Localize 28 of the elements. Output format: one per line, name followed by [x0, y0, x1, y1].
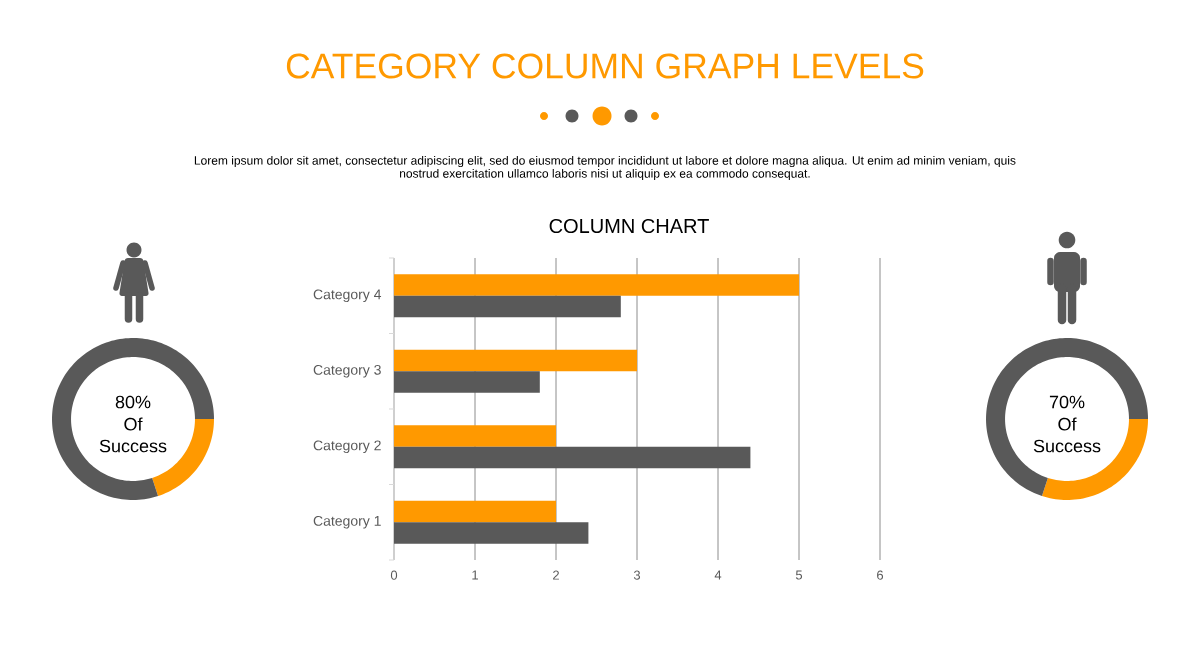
- bar: [394, 371, 540, 393]
- x-tick-label: 1: [472, 570, 478, 580]
- text: CATEGORY COLUMN GRAPH LEVELS: [286, 53, 924, 79]
- bar: [394, 425, 556, 447]
- bar: [394, 295, 621, 318]
- text: 70%: [1049, 395, 1085, 409]
- text: Lorem ipsum dolor sit amet, consectetur adipiscing elit, sed do eiusmod tempor incididunt ut labore et dolore magna aliqua. Ut enim ad minim veniam, quis nostrud exercitation ullamco laboris nisi ut aliquip ex ea commodo consequat.: [194, 155, 1016, 181]
- y-tick-label: Category 2: [313, 440, 381, 454]
- y-tick-label: Category 4: [313, 289, 382, 303]
- bar: [394, 274, 800, 296]
- text: 80%: [115, 395, 151, 409]
- x-tick-label: 0: [390, 570, 398, 580]
- text: Success: [99, 439, 167, 453]
- bar: [394, 500, 556, 523]
- text: Of: [1058, 417, 1077, 431]
- chart-title: COLUMN CHART: [549, 218, 709, 234]
- y-tick-label: Category 3: [313, 364, 381, 378]
- text: Success: [1033, 439, 1101, 453]
- bar: [394, 349, 638, 372]
- bar: [394, 522, 589, 544]
- text: Of: [124, 417, 143, 431]
- x-tick-label: 4: [714, 570, 722, 580]
- x-tick-label: 6: [877, 570, 884, 580]
- x-tick-label: 2: [553, 570, 559, 580]
- x-tick-label: 3: [633, 570, 641, 580]
- bar: [394, 446, 751, 469]
- y-tick-label: Category 1: [313, 515, 381, 529]
- x-tick-label: 5: [795, 570, 803, 580]
